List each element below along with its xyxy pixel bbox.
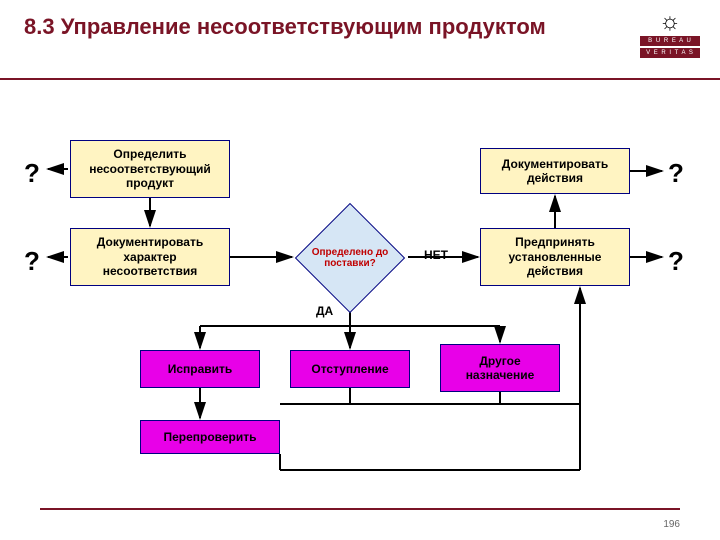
node-decision: Определено до поставки? bbox=[290, 218, 410, 298]
question-mark-4: ? bbox=[668, 246, 684, 277]
node-concession: Отступление bbox=[290, 350, 410, 388]
node-doc-nature: Документировать характер несоответствия bbox=[70, 228, 230, 286]
title-rule bbox=[0, 78, 720, 80]
decision-label: Определено до поставки? bbox=[290, 218, 410, 298]
logo-icon: ☼ bbox=[640, 10, 700, 34]
page-number: 196 bbox=[663, 519, 680, 530]
node-identify: Определить несоответствующий продукт bbox=[70, 140, 230, 198]
logo-band-2: V E R I T A S bbox=[640, 48, 700, 58]
logo: ☼ B U R E A U V E R I T A S bbox=[640, 10, 700, 58]
node-correct: Исправить bbox=[140, 350, 260, 388]
node-take-action: Предпринять установленные действия bbox=[480, 228, 630, 286]
logo-band-1: B U R E A U bbox=[640, 36, 700, 46]
node-other-use: Другое назначение bbox=[440, 344, 560, 392]
node-doc-actions: Документировать действия bbox=[480, 148, 630, 194]
question-mark-2: ? bbox=[24, 246, 40, 277]
page-title: 8.3 Управление несоответствующим продукт… bbox=[24, 14, 584, 40]
edge-label-no: НЕТ bbox=[424, 248, 448, 262]
footer-rule bbox=[40, 508, 680, 510]
node-reverify: Перепроверить bbox=[140, 420, 280, 454]
question-mark-3: ? bbox=[668, 158, 684, 189]
question-mark-1: ? bbox=[24, 158, 40, 189]
edge-label-yes: ДА bbox=[316, 304, 333, 318]
